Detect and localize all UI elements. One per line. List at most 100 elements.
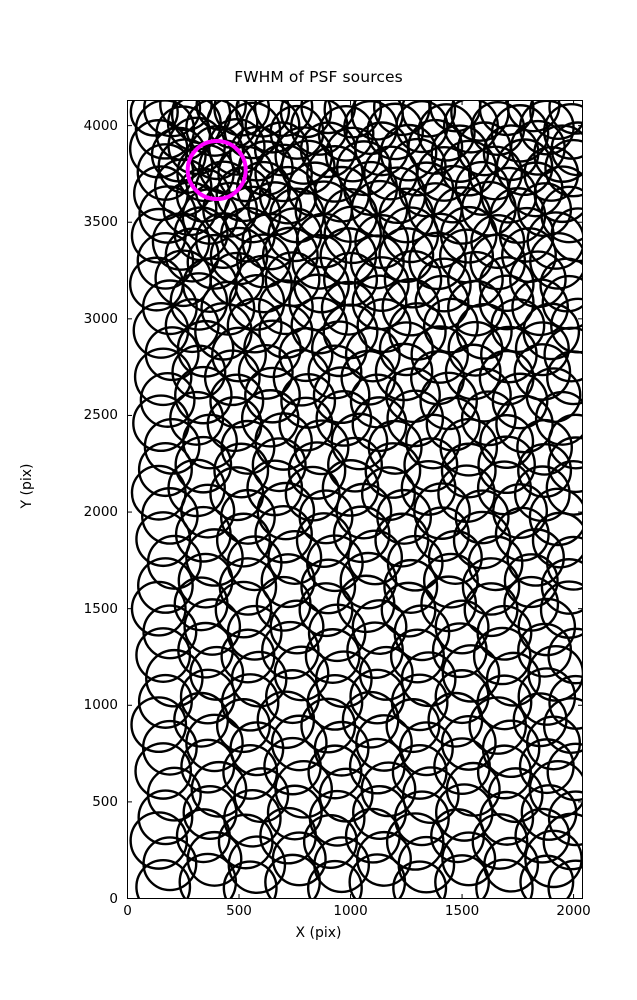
psf-source-circle — [546, 350, 583, 406]
psf-source-circle — [403, 437, 459, 493]
psf-source-circle — [413, 482, 471, 540]
psf-source-circle — [226, 535, 283, 592]
psf-source-circle — [335, 482, 393, 540]
psf-source-circle — [190, 760, 248, 818]
psf-source-circle — [434, 669, 490, 725]
psf-source-circle — [178, 852, 238, 899]
psf-source-circle — [386, 534, 444, 592]
psf-source-circle — [358, 645, 414, 701]
psf-source-circle — [138, 185, 197, 244]
psf-source-circle — [307, 744, 363, 800]
psf-source-circle — [454, 489, 510, 545]
psf-source-circle — [434, 599, 490, 655]
psf-source-circle — [237, 344, 294, 400]
psf-source-circle — [441, 831, 497, 887]
psf-source-circle — [476, 674, 533, 731]
psf-source-circle — [130, 696, 188, 754]
psf-source-circle — [222, 860, 278, 899]
psf-source-circle — [378, 321, 434, 377]
psf-source-circle — [479, 790, 535, 846]
psf-source-circle — [146, 766, 202, 822]
psf-source-circle — [314, 650, 373, 709]
psf-source-circle — [456, 367, 512, 423]
psf-source-circle — [295, 512, 352, 569]
psf-source-circle — [472, 626, 532, 686]
psf-source-circle — [487, 767, 544, 824]
psf-source-circle — [136, 232, 195, 290]
y-tick-label: 1500 — [83, 600, 118, 617]
psf-source-circle — [214, 580, 273, 639]
psf-source-circle — [364, 442, 422, 499]
y-tick-label: 1000 — [83, 697, 118, 714]
psf-source-circle — [434, 854, 491, 899]
psf-source-circle — [461, 557, 521, 616]
x-tick-label: 0 — [123, 903, 132, 919]
psf-source-circle — [128, 119, 189, 179]
psf-source-circle — [422, 552, 479, 609]
psf-source-circle — [134, 742, 193, 800]
psf-source-circle — [524, 829, 583, 889]
psf-source-circle — [272, 348, 331, 407]
psf-source-circle — [179, 668, 236, 725]
psf-source-circle — [478, 274, 535, 331]
psf-source-circle — [548, 100, 583, 135]
y-tick-label: 3000 — [83, 310, 118, 327]
psf-source-circle — [228, 274, 286, 331]
psf-source-circle — [400, 651, 457, 708]
psf-source-circle — [137, 557, 194, 614]
psf-source-circle — [393, 604, 451, 662]
psf-source-circle — [213, 442, 270, 499]
x-tick-label: 2000 — [556, 903, 591, 919]
psf-source-circle — [547, 413, 583, 470]
y-tick-label-group: 0 500 1000 1500 2000 2500 3000 3500 4000 — [58, 0, 118, 1000]
psf-source-circle — [542, 812, 583, 871]
psf-source-circle — [251, 437, 307, 493]
psf-source-circle — [269, 599, 325, 655]
psf-source-circle — [503, 553, 559, 609]
psf-source-circle — [182, 413, 238, 470]
psf-source-circle — [146, 534, 202, 590]
axis-ticks — [127, 100, 583, 899]
psf-source-circle — [478, 256, 535, 313]
psf-source-circle — [471, 813, 529, 870]
psf-source-circle — [135, 858, 192, 899]
psf-source-circle — [527, 644, 583, 702]
psf-source-circle — [182, 785, 238, 841]
psf-source-circle — [177, 552, 234, 609]
psf-source-circle — [526, 211, 583, 270]
psf-source-circle — [492, 483, 549, 540]
psf-source-circle — [135, 511, 192, 568]
psf-source-circle — [164, 227, 220, 283]
psf-source-circle — [517, 442, 573, 499]
psf-source-circle — [383, 558, 439, 614]
psf-source-circle — [266, 784, 323, 841]
psf-source-circle — [174, 435, 233, 494]
psf-source-circle — [531, 511, 583, 569]
psf-source-circle — [185, 100, 244, 157]
psf-source-circle — [256, 481, 316, 541]
psf-source-circle — [547, 436, 583, 494]
y-tick-label: 0 — [109, 890, 118, 907]
psf-source-circle — [529, 100, 583, 140]
psf-source-circle — [315, 389, 373, 447]
psf-source-circle — [367, 419, 423, 475]
psf-source-circle — [509, 119, 566, 176]
psf-source-circle — [132, 302, 190, 359]
psf-source-circle — [469, 233, 527, 291]
psf-source-circle — [267, 529, 323, 585]
psf-source-circle — [130, 207, 187, 264]
psf-source-circle — [139, 372, 196, 428]
psf-source-circle — [269, 104, 325, 160]
psf-source-circle — [195, 212, 252, 269]
psf-source-circle — [151, 212, 211, 271]
psf-source-circle — [344, 326, 401, 383]
psf-source-circle — [516, 418, 573, 476]
x-tick-label: 500 — [226, 903, 252, 919]
psf-source-circle — [417, 103, 476, 162]
psf-source-circle — [137, 789, 194, 846]
psf-source-circle — [209, 373, 265, 429]
psf-source-circle — [171, 344, 227, 400]
psf-source-circle — [376, 488, 433, 545]
psf-source-circle — [203, 349, 261, 407]
psf-source-circle — [169, 272, 229, 331]
